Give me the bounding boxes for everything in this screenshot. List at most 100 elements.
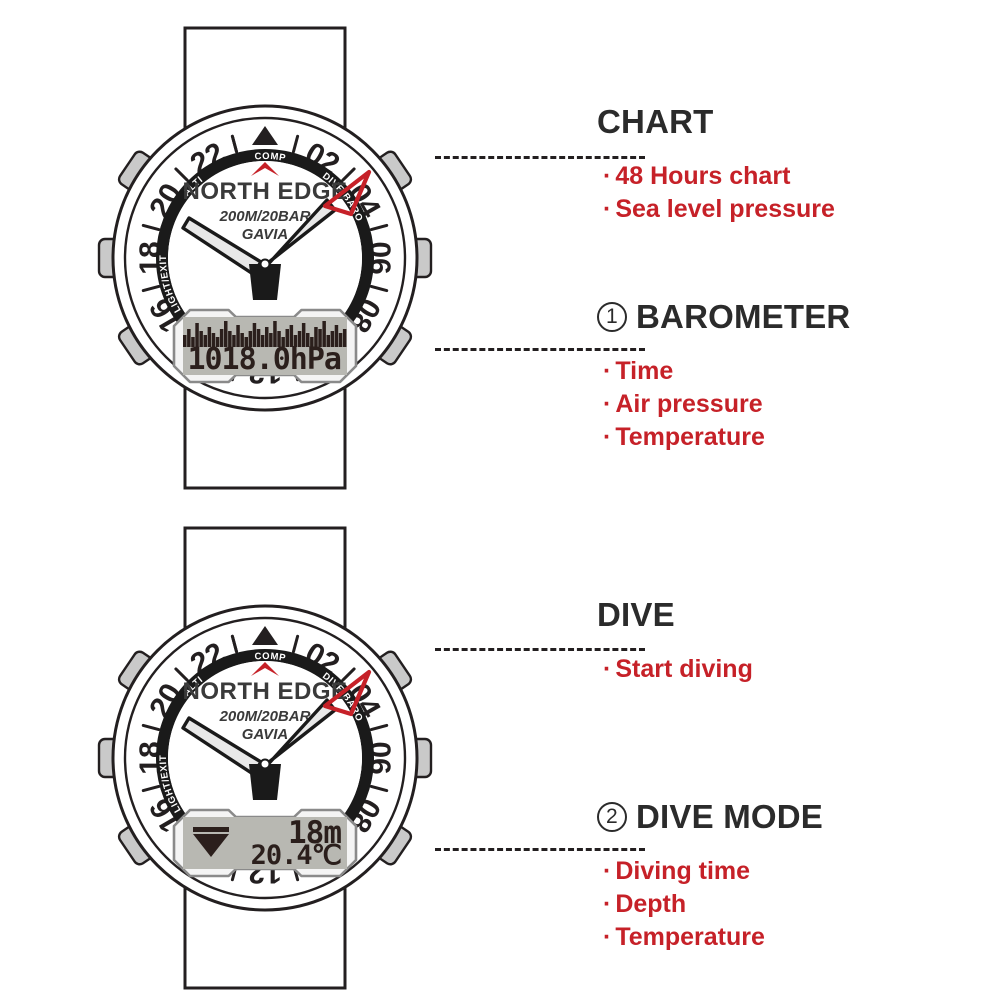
list-item: · Temperature (603, 923, 765, 951)
bar-histogram-icon (191, 337, 195, 347)
bar-histogram-icon (318, 329, 322, 347)
bar-histogram-icon (187, 329, 191, 347)
callout-dive-mode-title-text: DIVE MODE (636, 798, 823, 835)
north-edge-chevron-logo-icon (251, 162, 279, 176)
bezel-tick (291, 134, 300, 154)
bar-histogram-icon (293, 335, 298, 347)
bar-histogram-icon (338, 333, 343, 347)
panel-dive: 0204060810121416182022LIGHT/EXITMODEALTI… (0, 500, 1000, 1000)
bar-histogram-icon (240, 333, 244, 347)
bullet-dot: · (603, 890, 612, 918)
list-item: · 48 Hours chart (603, 162, 791, 190)
bar-histogram-icon (297, 331, 302, 347)
bullet-dot: · (603, 655, 612, 683)
bullet-dot: · (603, 923, 612, 951)
bar-histogram-icon (228, 331, 232, 347)
callout-dive-mode-title: 2 DIVE MODE (597, 800, 823, 833)
bullet-dot: · (603, 390, 612, 418)
list-item: · Temperature (603, 423, 765, 451)
watch-brand: NORTH EDGE (182, 678, 347, 705)
bezel-tick (174, 667, 189, 682)
bezel-tick (141, 723, 161, 732)
descend-triangle-icon-bar (193, 827, 229, 832)
lcd-depth-value: 18m (288, 815, 341, 851)
bar-histogram-icon (219, 329, 224, 347)
watch-rating: 200M/20BAR (219, 208, 311, 225)
callout-dive-title-text: DIVE (597, 596, 675, 633)
bar-histogram-icon (232, 335, 236, 347)
bar-histogram-icon (252, 323, 257, 347)
connector-line-dive-mode (435, 848, 645, 851)
status-badge: 2 (597, 801, 627, 832)
bezel-tick (341, 667, 356, 682)
list-item: · Depth (603, 890, 687, 918)
north-edge-chevron-logo-icon (251, 662, 279, 676)
hand-pivot (259, 758, 271, 770)
bar-histogram-icon (314, 327, 318, 347)
descend-triangle-icon (193, 834, 229, 857)
bar-histogram-icon (301, 323, 306, 347)
status-badge: 1 (597, 301, 627, 332)
bar-histogram-icon (306, 333, 310, 347)
bar-histogram-icon (334, 325, 339, 347)
bar-histogram-icon (310, 337, 314, 347)
callout-barometer-title: 1 BAROMETER (597, 300, 850, 333)
bezel-tick (141, 784, 161, 793)
bar-histogram-icon (195, 323, 199, 347)
callout-dive-bullets: · Start diving (603, 653, 753, 686)
bar-histogram-icon (322, 321, 326, 347)
watch-rating: 200M/20BAR (219, 708, 311, 725)
callout-chart-title: CHART (597, 105, 835, 138)
bar-histogram-icon (330, 331, 335, 347)
callout-barometer-title-text: BAROMETER (636, 298, 851, 335)
bar-histogram-icon (265, 327, 269, 347)
bezel-tick (369, 223, 389, 232)
bezel-tick (141, 223, 161, 232)
bullet-dot: · (603, 857, 612, 885)
connector-line-chart (435, 156, 645, 159)
bar-histogram-icon (224, 321, 228, 347)
bar-histogram-icon (269, 333, 273, 347)
bar-histogram-icon (256, 329, 261, 347)
bezel-tick (369, 284, 389, 293)
bar-histogram-icon (285, 329, 289, 347)
triangle-up-marker-icon (252, 126, 278, 145)
red-arrow-hand-icon (322, 669, 372, 717)
bar-histogram-icon (248, 331, 253, 347)
bar-histogram-icon (236, 325, 240, 347)
callout-dive: DIVE · Start diving (597, 598, 753, 686)
bezel-tick (230, 134, 239, 154)
callout-barometer: 1 BAROMETER · Time · Air pressure · Tempera… (597, 300, 850, 454)
bar-histogram-icon (326, 335, 330, 347)
bezel-tick (291, 634, 300, 654)
bar-histogram-icon (199, 331, 203, 347)
hand-counterweight (249, 264, 281, 300)
triangle-up-marker-icon (252, 626, 278, 645)
bar-histogram-icon (277, 331, 281, 347)
bar-histogram-icon (203, 335, 207, 347)
list-item: · Air pressure (603, 390, 763, 418)
bar-histogram-icon (281, 337, 285, 347)
bezel-tick (369, 784, 389, 793)
bar-histogram-icon (342, 329, 347, 347)
watch-model: GAVIA (242, 726, 288, 743)
callout-chart-title-text: CHART (597, 103, 714, 140)
bar-histogram-icon (183, 335, 187, 347)
bar-histogram-icon (289, 325, 294, 347)
bar-histogram-icon (207, 327, 212, 347)
red-arrow-hand-icon (322, 169, 372, 217)
list-item: · Sea level pressure (603, 195, 835, 223)
list-item: · Time (603, 357, 674, 385)
bar-histogram-icon (260, 335, 265, 347)
bar-histogram-icon (215, 337, 220, 347)
list-item: · Diving time (603, 857, 751, 885)
bullet-dot: · (603, 162, 612, 190)
hand-pivot (259, 258, 271, 270)
lcd-pressure-value: 1018.0hPa (187, 342, 341, 377)
callout-dive-mode-bullets: · Diving time · Depth · Temperature (603, 855, 823, 954)
callout-chart-bullets: · 48 Hours chart · Sea level pressure (603, 160, 835, 226)
connector-line-dive (435, 648, 645, 651)
bezel-tick (369, 723, 389, 732)
watch-model: GAVIA (242, 226, 288, 243)
bezel-tick (341, 167, 356, 182)
